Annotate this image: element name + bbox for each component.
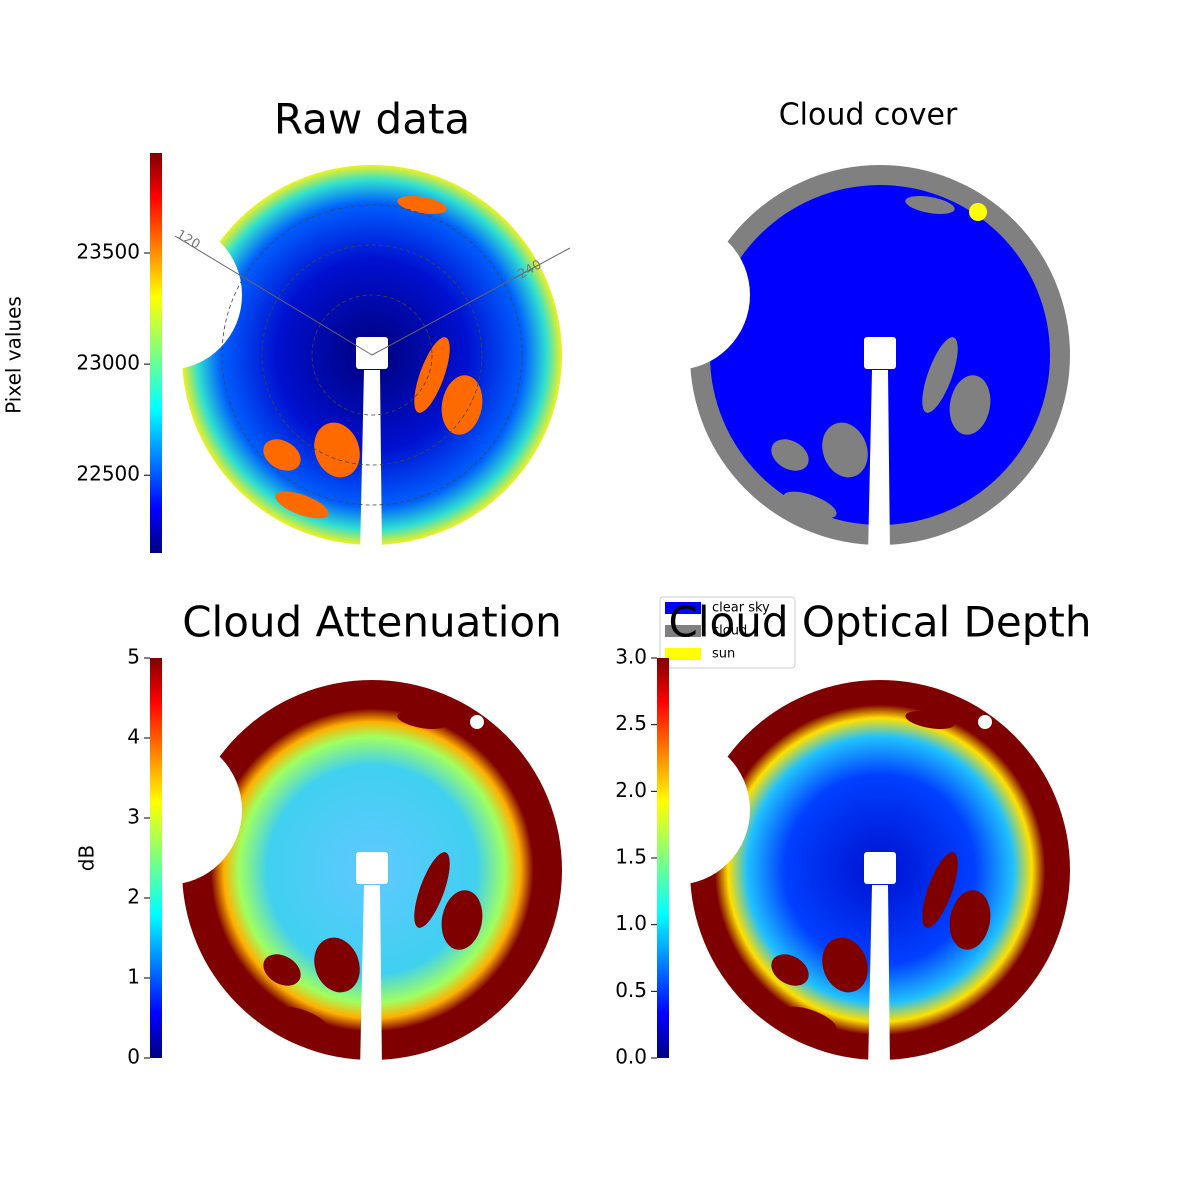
panel-title: Raw data	[274, 95, 470, 144]
polar-grid	[221, 204, 523, 506]
colorbar-tick-label: 2.0	[615, 778, 647, 802]
colorbar-tick-label: 1	[127, 965, 140, 989]
camera-mask	[864, 852, 896, 884]
legend-label: clear sky	[712, 601, 770, 616]
camera-mask	[356, 337, 388, 369]
mast-mask	[868, 370, 890, 555]
colorbar	[150, 153, 162, 553]
polar-spoke	[174, 235, 373, 356]
cloud-blob	[414, 337, 450, 413]
legend-swatch	[665, 648, 701, 660]
panel-title: Cloud cover	[779, 98, 958, 133]
legend-label: cloud	[712, 624, 747, 639]
cloud-blob	[397, 711, 447, 729]
cloud-blob	[783, 1006, 837, 1034]
cloud-blob	[783, 491, 837, 519]
cloud-blob	[771, 439, 809, 471]
mask-cutout	[92, 735, 242, 885]
sky-image	[92, 680, 562, 1070]
colorbar-label: dB	[75, 845, 99, 871]
cloud-blob	[922, 852, 958, 928]
polar-spoke	[371, 247, 571, 356]
cloud-blob	[822, 422, 868, 478]
mask-cutout	[92, 220, 242, 370]
colorbar-tick-label: 0.5	[615, 978, 647, 1002]
colorbar-tick-label: 2	[127, 885, 140, 909]
colorbar-tick-label: 0.0	[615, 1045, 647, 1069]
cloud-blob	[441, 890, 483, 950]
cloud-blob	[314, 422, 360, 478]
sky-image	[600, 680, 1070, 1070]
colorbar-tick-label: 1.0	[615, 911, 647, 935]
mask-cutout	[600, 220, 750, 370]
cloud-blob	[905, 711, 955, 729]
colorbar	[657, 658, 669, 1058]
colorbar-label: Pixel values	[2, 296, 26, 414]
cloud-blob	[275, 491, 329, 519]
colorbar-tick-label: 1.5	[615, 845, 647, 869]
colorbar-tick-label: 3.0	[615, 645, 647, 669]
panel-title: Cloud Optical Depth	[669, 598, 1092, 647]
legend-swatch	[665, 602, 701, 614]
mask-cutout	[600, 735, 750, 885]
cloud-blob	[263, 439, 301, 471]
mast-mask	[360, 885, 382, 1070]
camera-mask	[356, 852, 388, 884]
colorbar-tick-label: 22500	[76, 462, 140, 486]
camera-mask	[864, 337, 896, 369]
panel-title: Cloud Attenuation	[182, 598, 562, 647]
legend-swatch	[665, 625, 701, 637]
cloud-mask-image	[600, 165, 1070, 555]
sun-mask	[470, 715, 484, 729]
cloud-blob	[275, 1006, 329, 1034]
cloud-blob	[314, 937, 360, 993]
mast-mask	[868, 885, 890, 1070]
cloud-blob	[822, 937, 868, 993]
legend-label: sun	[712, 647, 735, 662]
sun-marker	[969, 203, 987, 221]
sky-image	[92, 165, 562, 555]
polar-grid	[311, 294, 433, 416]
cloud-blob	[922, 337, 958, 413]
colorbar-tick-label: 2.5	[615, 711, 647, 735]
sun-mask	[978, 715, 992, 729]
colorbar-tick-label: 5	[127, 645, 140, 669]
legend: clear sky cloud sun	[659, 596, 796, 669]
colorbar-tick-label: 4	[127, 725, 140, 749]
colorbar	[150, 658, 162, 1058]
cloud-blob	[949, 890, 991, 950]
mast-mask	[360, 370, 382, 555]
colorbar-tick-label: 23500	[76, 240, 140, 264]
colorbar-tick-label: 23000	[76, 351, 140, 375]
polar-grid	[261, 244, 483, 466]
cloud-blob	[771, 954, 809, 986]
cloud-blob	[263, 954, 301, 986]
cloud-blob	[414, 852, 450, 928]
colorbar-tick-label: 0	[127, 1045, 140, 1069]
cloud-blob	[949, 375, 991, 435]
cloud-blob	[905, 196, 955, 214]
colorbar-tick-label: 3	[127, 805, 140, 829]
cloud-blob	[441, 375, 483, 435]
